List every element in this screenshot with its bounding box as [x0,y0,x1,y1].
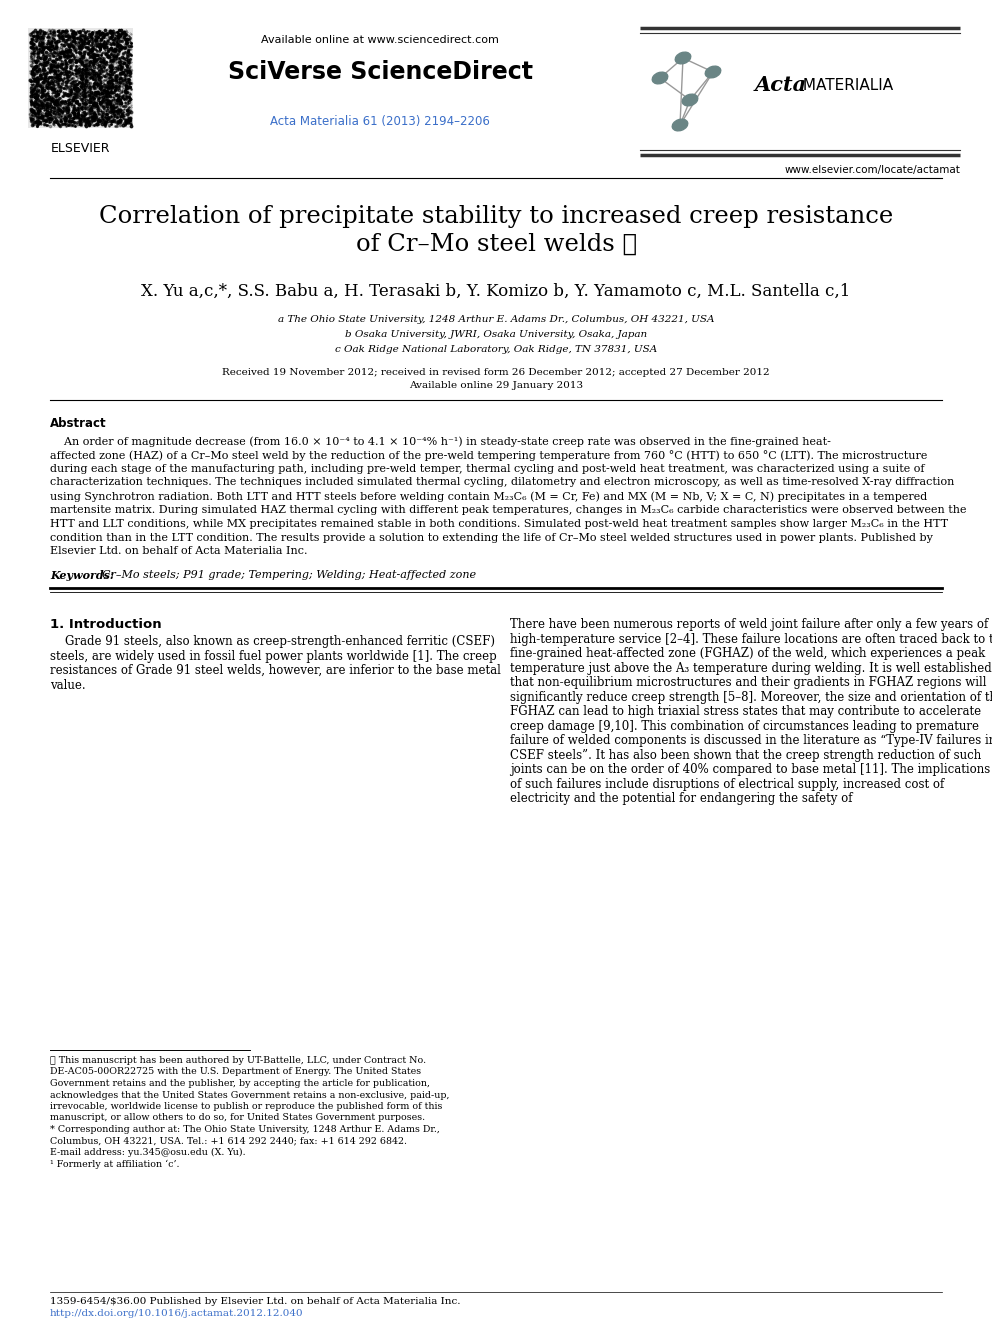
Text: MATERIALIA: MATERIALIA [798,78,893,93]
Text: E-mail address: yu.345@osu.edu (X. Yu).: E-mail address: yu.345@osu.edu (X. Yu). [50,1148,246,1158]
Bar [28,28,133,128]
Text: DE-AC05-00OR22725 with the U.S. Department of Energy. The United States: DE-AC05-00OR22725 with the U.S. Departme… [50,1068,422,1077]
Text: using Synchrotron radiation. Both LTT and HTT steels before welding contain M₂₃C: using Synchrotron radiation. Both LTT an… [50,491,928,501]
Text: There have been numerous reports of weld joint failure after only a few years of: There have been numerous reports of weld… [510,618,988,631]
Text: Correlation of precipitate stability to increased creep resistance: Correlation of precipitate stability to … [99,205,893,228]
Text: HTT and LLT conditions, while MX precipitates remained stable in both conditions: HTT and LLT conditions, while MX precipi… [50,519,948,529]
Text: ¹ Formerly at affiliation ‘c’.: ¹ Formerly at affiliation ‘c’. [50,1159,180,1168]
Text: Columbus, OH 43221, USA. Tel.: +1 614 292 2440; fax: +1 614 292 6842.: Columbus, OH 43221, USA. Tel.: +1 614 29… [50,1136,407,1146]
Text: CSEF steels”. It has also been shown that the creep strength reduction of such: CSEF steels”. It has also been shown tha… [510,749,981,762]
Text: electricity and the potential for endangering the safety of: electricity and the potential for endang… [510,792,852,806]
Text: fine-grained heat-affected zone (FGHAZ) of the weld, which experiences a peak: fine-grained heat-affected zone (FGHAZ) … [510,647,985,660]
Text: significantly reduce creep strength [5–8]. Moreover, the size and orientation of: significantly reduce creep strength [5–8… [510,691,992,704]
Text: martensite matrix. During simulated HAZ thermal cycling with different peak temp: martensite matrix. During simulated HAZ … [50,505,966,515]
Text: acknowledges that the United States Government retains a non-exclusive, paid-up,: acknowledges that the United States Gove… [50,1090,449,1099]
Text: Available online at www.sciencedirect.com: Available online at www.sciencedirect.co… [261,34,499,45]
Text: affected zone (HAZ) of a Cr–Mo steel weld by the reduction of the pre-weld tempe: affected zone (HAZ) of a Cr–Mo steel wel… [50,450,928,460]
Text: Acta Materialia 61 (2013) 2194–2206: Acta Materialia 61 (2013) 2194–2206 [270,115,490,128]
Text: creep damage [9,10]. This combination of circumstances leading to premature: creep damage [9,10]. This combination of… [510,720,979,733]
Ellipse shape [705,66,721,78]
Text: Elsevier Ltd. on behalf of Acta Materialia Inc.: Elsevier Ltd. on behalf of Acta Material… [50,546,308,557]
Text: Acta: Acta [755,75,807,95]
Text: Abstract: Abstract [50,417,106,430]
Ellipse shape [676,52,690,64]
Text: ELSEVIER: ELSEVIER [51,142,110,155]
Text: X. Yu a,c,*, S.S. Babu a, H. Terasaki b, Y. Komizo b, Y. Yamamoto c, M.L. Santel: X. Yu a,c,*, S.S. Babu a, H. Terasaki b,… [141,283,851,300]
Text: during each stage of the manufacturing path, including pre-weld temper, thermal : during each stage of the manufacturing p… [50,463,925,474]
Text: steels, are widely used in fossil fuel power plants worldwide [1]. The creep: steels, are widely used in fossil fuel p… [50,650,497,663]
Text: Government retains and the publisher, by accepting the article for publication,: Government retains and the publisher, by… [50,1080,430,1088]
Text: www.elsevier.com/locate/actamat: www.elsevier.com/locate/actamat [784,165,960,175]
Text: Grade 91 steels, also known as creep-strength-enhanced ferritic (CSEF): Grade 91 steels, also known as creep-str… [50,635,495,648]
Text: of such failures include disruptions of electrical supply, increased cost of: of such failures include disruptions of … [510,778,944,791]
Text: Cr–Mo steels; P91 grade; Tempering; Welding; Heat-affected zone: Cr–Mo steels; P91 grade; Tempering; Weld… [102,570,476,581]
Text: Keywords:: Keywords: [50,570,114,581]
Text: Received 19 November 2012; received in revised form 26 December 2012; accepted 2: Received 19 November 2012; received in r… [222,368,770,377]
Text: characterization techniques. The techniques included simulated thermal cycling, : characterization techniques. The techniq… [50,478,954,487]
Text: joints can be on the order of 40% compared to base metal [11]. The implications: joints can be on the order of 40% compar… [510,763,990,777]
Text: SciVerse ScienceDirect: SciVerse ScienceDirect [227,60,533,83]
Text: high-temperature service [2–4]. These failure locations are often traced back to: high-temperature service [2–4]. These fa… [510,632,992,646]
Text: that non-equilibrium microstructures and their gradients in FGHAZ regions will: that non-equilibrium microstructures and… [510,676,986,689]
Text: of Cr–Mo steel welds ☆: of Cr–Mo steel welds ☆ [355,233,637,255]
Ellipse shape [673,119,687,131]
Text: http://dx.doi.org/10.1016/j.actamat.2012.12.040: http://dx.doi.org/10.1016/j.actamat.2012… [50,1308,304,1318]
Text: c Oak Ridge National Laboratory, Oak Ridge, TN 37831, USA: c Oak Ridge National Laboratory, Oak Rid… [335,345,657,355]
Text: 1359-6454/$36.00 Published by Elsevier Ltd. on behalf of Acta Materialia Inc.: 1359-6454/$36.00 Published by Elsevier L… [50,1297,460,1306]
Text: manuscript, or allow others to do so, for United States Government purposes.: manuscript, or allow others to do so, fo… [50,1114,426,1122]
Text: a The Ohio State University, 1248 Arthur E. Adams Dr., Columbus, OH 43221, USA: a The Ohio State University, 1248 Arthur… [278,315,714,324]
Text: ☆ This manuscript has been authored by UT-Battelle, LLC, under Contract No.: ☆ This manuscript has been authored by U… [50,1056,427,1065]
Text: irrevocable, worldwide license to publish or reproduce the published form of thi: irrevocable, worldwide license to publis… [50,1102,442,1111]
Text: condition than in the LTT condition. The results provide a solution to extending: condition than in the LTT condition. The… [50,533,932,542]
Text: failure of welded components is discussed in the literature as “Type-IV failures: failure of welded components is discusse… [510,734,992,747]
Text: 1. Introduction: 1. Introduction [50,618,162,631]
Text: * Corresponding author at: The Ohio State University, 1248 Arthur E. Adams Dr.,: * Corresponding author at: The Ohio Stat… [50,1125,439,1134]
Text: value.: value. [50,679,85,692]
Text: resistances of Grade 91 steel welds, however, are inferior to the base metal: resistances of Grade 91 steel welds, how… [50,664,501,677]
Text: FGHAZ can lead to high triaxial stress states that may contribute to accelerate: FGHAZ can lead to high triaxial stress s… [510,705,981,718]
Text: temperature just above the A₃ temperature during welding. It is well established: temperature just above the A₃ temperatur… [510,662,992,675]
Text: An order of magnitude decrease (from 16.0 × 10⁻⁴ to 4.1 × 10⁻⁴% h⁻¹) in steady-s: An order of magnitude decrease (from 16.… [50,437,831,447]
Ellipse shape [653,73,668,83]
Text: Available online 29 January 2013: Available online 29 January 2013 [409,381,583,390]
Text: b Osaka University, JWRI, Osaka University, Osaka, Japan: b Osaka University, JWRI, Osaka Universi… [345,329,647,339]
Ellipse shape [682,94,697,106]
